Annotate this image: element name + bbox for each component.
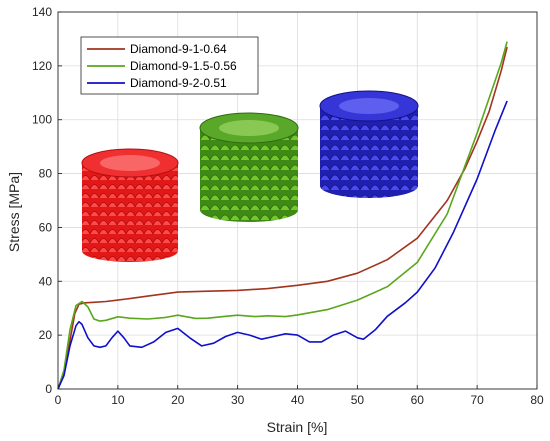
x-axis-ticks: 0 10 20 30 40 50 60 70 80 bbox=[55, 385, 544, 407]
y-axis-label: Stress [MPa] bbox=[6, 172, 22, 252]
x-tick-label: 40 bbox=[291, 393, 305, 407]
red-specimen-image bbox=[81, 148, 179, 262]
legend-entry: Diamond-9-2-0.51 bbox=[130, 76, 227, 90]
series-lines bbox=[57, 41, 508, 390]
y-tick-label: 140 bbox=[32, 5, 52, 19]
series-line-3 bbox=[57, 100, 508, 390]
x-tick-label: 50 bbox=[351, 393, 365, 407]
y-axis-ticks: 0 20 40 60 80 100 120 140 bbox=[32, 5, 62, 396]
x-tick-label: 60 bbox=[411, 393, 425, 407]
y-tick-label: 80 bbox=[39, 167, 53, 181]
x-tick-label: 20 bbox=[171, 393, 185, 407]
y-tick-label: 0 bbox=[45, 382, 52, 396]
x-tick-label: 70 bbox=[470, 393, 484, 407]
x-tick-label: 0 bbox=[55, 393, 62, 407]
series-line-2 bbox=[57, 41, 508, 390]
x-axis-label: Strain [%] bbox=[267, 419, 328, 435]
y-tick-label: 120 bbox=[32, 59, 52, 73]
blue-specimen-image bbox=[319, 90, 419, 198]
y-tick-label: 100 bbox=[32, 113, 52, 127]
x-tick-label: 10 bbox=[111, 393, 125, 407]
x-tick-label: 30 bbox=[231, 393, 245, 407]
y-tick-label: 60 bbox=[39, 220, 53, 234]
y-tick-label: 20 bbox=[39, 328, 53, 342]
legend-entry: Diamond-9-1.5-0.56 bbox=[130, 59, 237, 73]
green-specimen-image bbox=[199, 112, 299, 222]
y-tick-label: 40 bbox=[39, 274, 53, 288]
legend: Diamond-9-1-0.64 Diamond-9-1.5-0.56 Diamon… bbox=[80, 36, 259, 95]
x-tick-label: 80 bbox=[530, 393, 544, 407]
legend-entry: Diamond-9-1-0.64 bbox=[130, 42, 227, 56]
